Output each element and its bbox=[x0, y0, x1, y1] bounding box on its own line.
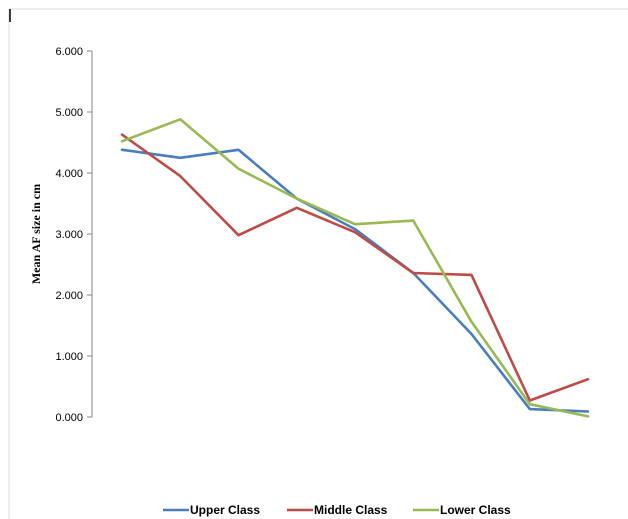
y-tick-labels: 0.000 1.000 2.000 3.000 4.000 5.000 6.000 bbox=[55, 46, 83, 424]
series-line-lower-class bbox=[120, 118, 590, 418]
series-line-upper-class bbox=[120, 148, 590, 413]
y-axis-title: Mean AF size in cm bbox=[29, 184, 43, 284]
series-line-middle-class bbox=[120, 133, 590, 402]
y-tick-label: 4.000 bbox=[55, 168, 83, 180]
legend-label-middle-class: Middle Class bbox=[314, 503, 388, 517]
y-tick-label: 1.000 bbox=[55, 351, 83, 363]
y-tick-label: 2.000 bbox=[55, 290, 83, 302]
y-tick-label: 6.000 bbox=[55, 46, 83, 58]
legend-label-upper-class: Upper Class bbox=[190, 503, 260, 517]
legend-label-lower-class: Lower Class bbox=[440, 503, 511, 517]
y-tick-label: 0.000 bbox=[55, 412, 83, 424]
y-tick-label: 5.000 bbox=[55, 107, 83, 119]
y-axis bbox=[87, 50, 93, 418]
y-tick-label: 3.000 bbox=[55, 229, 83, 241]
series-layer bbox=[120, 118, 590, 418]
legend: Upper Class Middle Class Lower Class bbox=[163, 503, 511, 517]
